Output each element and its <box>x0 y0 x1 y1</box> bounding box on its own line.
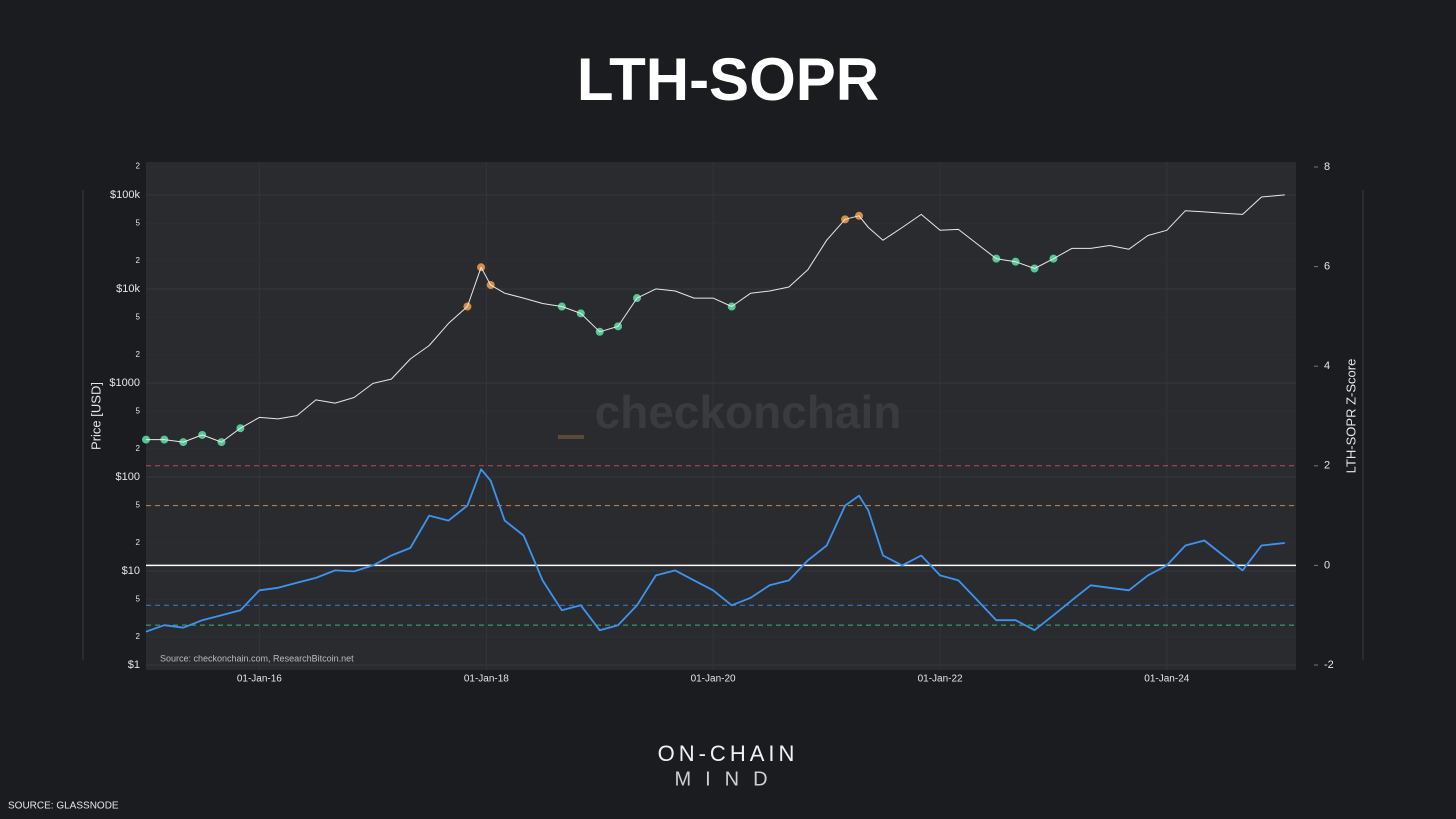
y-tick-label: 2 <box>136 350 141 359</box>
brand-top: ON-CHAIN <box>658 741 799 766</box>
y-tick-label: 2 <box>136 538 141 547</box>
title: LTH-SOPR <box>577 46 879 113</box>
y-tick-label: 2 <box>136 632 141 641</box>
y-tick-label: $1000 <box>109 377 140 389</box>
watermark-mark <box>558 435 584 439</box>
y2-tick-label: 4 <box>1324 360 1330 372</box>
y-tick-label: 5 <box>136 406 141 415</box>
x-tick-label: 01-Jan-18 <box>464 674 509 685</box>
y-tick-label: $100 <box>116 471 140 483</box>
x-tick-label: 01-Jan-16 <box>237 674 282 685</box>
y-tick-label: $1 <box>128 659 140 671</box>
y2-tick-label: 8 <box>1324 161 1330 173</box>
source: SOURCE: GLASSNODE <box>8 801 119 812</box>
price-line <box>146 194 1285 443</box>
y-tick-label: 5 <box>136 500 141 509</box>
y-tick-label: 5 <box>136 312 141 321</box>
x-tick-label: 01-Jan-20 <box>691 674 736 685</box>
zscore-line <box>145 468 1285 633</box>
x-tick-label: 01-Jan-22 <box>918 674 963 685</box>
source-note: Source: checkonchain.com, ResearchBitcoi… <box>160 653 354 663</box>
y-tick-label: $100k <box>110 189 140 201</box>
y-tick-label: 5 <box>136 218 141 227</box>
y2-tick-label: -2 <box>1324 659 1334 671</box>
y-tick-label: 5 <box>136 594 141 603</box>
y-tick-label: $10k <box>116 283 140 295</box>
watermark: checkonchain <box>595 386 902 438</box>
marks <box>142 194 1296 633</box>
y-axis-label: Price [USD] <box>88 382 103 450</box>
brand-bottom: MIND <box>674 768 781 790</box>
y-tick-label: 2 <box>136 444 141 453</box>
y2-tick-label: 2 <box>1324 460 1330 472</box>
grid <box>146 162 1318 670</box>
y-tick-label: 2 <box>136 162 141 171</box>
y2-axis-label: LTH-SOPR Z-Score <box>1343 359 1358 474</box>
y-tick-label: $10 <box>122 565 140 577</box>
x-tick-label: 01-Jan-24 <box>1144 674 1189 685</box>
y2-tick-label: 0 <box>1324 559 1330 571</box>
y2-tick-label: 6 <box>1324 260 1330 272</box>
y-tick-label: 2 <box>136 256 141 265</box>
